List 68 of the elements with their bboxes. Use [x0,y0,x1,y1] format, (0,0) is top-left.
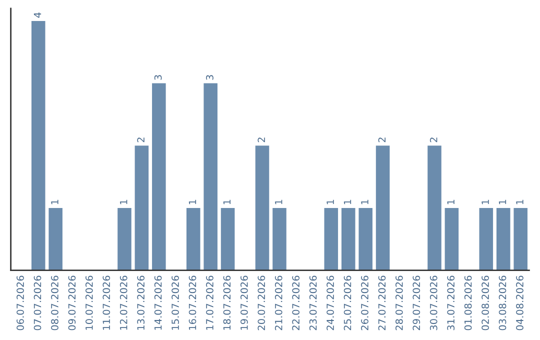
bar [31,20,46,270]
bar [272,208,286,270]
data-label: 1 [447,200,454,204]
bar [514,208,528,270]
data-label: 2 [378,138,386,142]
x-tick-label: 24.07.2026 [326,276,334,330]
x-tick-label: 07.07.2026 [34,276,42,330]
x-tick-label: 09.07.2026 [68,276,76,330]
x-tick-label: 06.07.2026 [16,276,24,330]
data-label: 4 [34,12,42,18]
bar [358,208,372,270]
data-label: 1 [188,200,196,204]
bar [220,208,235,270]
x-tick-label: 22.07.2026 [292,276,300,330]
bar [152,83,166,270]
data-label: 2 [430,138,438,142]
x-tick-label: 25.07.2026 [344,276,352,330]
data-label: 3 [206,75,214,80]
data-label: 3 [154,75,162,80]
x-tick-label: 21.07.2026 [274,276,282,330]
data-label: 1 [120,200,128,204]
x-tick-label: 14.07.2026 [154,276,162,330]
x-tick-label: 28.07.2026 [396,276,403,330]
bar [479,208,494,270]
bar [255,146,270,270]
bar [48,208,62,270]
data-label: 2 [258,138,265,142]
x-tick-label: 23.07.2026 [309,276,317,330]
x-tick-label: 03.08.2026 [498,276,506,330]
x-tick-label: 29.07.2026 [412,276,420,330]
x-tick-label: 08.07.2026 [51,276,58,330]
bar [428,146,442,270]
data-label: 1 [223,200,230,204]
bar [204,83,218,270]
data-label: 1 [275,200,282,204]
bar [496,208,510,270]
x-tick-label: 13.07.2026 [137,276,145,330]
x-tick-label: 31.07.2026 [447,276,455,330]
data-label: 1 [482,200,489,204]
x-tick-label: 01.08.2026 [464,276,472,330]
x-tick-label: 17.07.2026 [206,276,214,330]
data-label: 1 [498,200,506,204]
x-tick-label: 18.07.2026 [223,276,231,330]
bar [376,146,390,270]
data-label: 1 [361,200,368,204]
x-tick-label: 19.07.2026 [240,276,248,330]
x-tick-label: 16.07.2026 [188,276,196,330]
x-tick-label: 20.07.2026 [258,276,266,330]
x-tick-label: 27.07.2026 [378,276,386,330]
x-tick-label: 12.07.2026 [120,276,128,330]
bar [444,208,459,270]
x-tick-label: 30.07.2026 [430,276,438,330]
data-label: 1 [344,200,352,204]
x-tick-label: 11.07.2026 [102,276,110,330]
data-label: 1 [516,200,524,204]
data-label: 1 [51,200,58,204]
bar [118,208,132,270]
bar [341,208,356,270]
x-tick-label: 02.08.2026 [482,276,489,330]
x-tick-label: 10.07.2026 [85,276,93,330]
x-tick-label: 15.07.2026 [172,276,179,330]
x-tick-label: 04.08.2026 [516,276,524,330]
x-tick-label: 26.07.2026 [361,276,368,330]
bar [324,208,338,270]
bar [186,208,200,270]
data-label: 1 [326,200,334,204]
bar [134,146,149,270]
data-label: 2 [137,138,144,142]
